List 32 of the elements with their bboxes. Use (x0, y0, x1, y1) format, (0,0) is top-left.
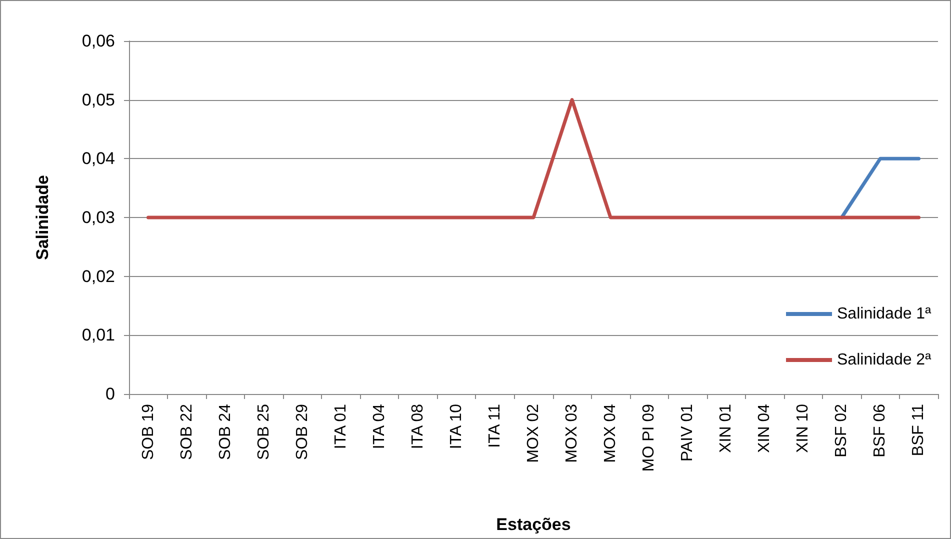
y-tick-label: 0,04 (82, 149, 115, 168)
y-tick-label: 0,01 (82, 326, 115, 345)
x-tick-label: BSF 06 (872, 404, 889, 458)
x-tick-label: BSF 11 (910, 404, 928, 456)
x-tick-label: ITA 01 (332, 404, 350, 450)
y-axis-title: Salinidade (33, 174, 52, 260)
x-tick-label: XIN 10 (794, 404, 812, 453)
x-tick-label: BSF 02 (833, 404, 850, 458)
legend-label: Salinidade 1ª (837, 306, 932, 322)
x-tick-label: ITA 11 (486, 404, 504, 448)
x-tick-label: SOB 29 (294, 404, 311, 460)
y-tick-label: 0,02 (82, 266, 115, 286)
x-tick-label: SOB 19 (140, 404, 157, 460)
x-tick-label: ITA 04 (370, 404, 388, 450)
y-tick-label: 0,06 (82, 32, 115, 50)
y-tick-label: 0,05 (82, 90, 115, 110)
x-tick-label: SOB 22 (178, 404, 196, 460)
x-tick-label: PAIV 01 (679, 404, 696, 462)
x-tick-label: SOB 25 (255, 404, 272, 460)
x-tick-label: ITA 08 (409, 404, 426, 450)
x-tick-label: XIN 04 (756, 404, 774, 453)
x-tick-label: XIN 01 (718, 404, 735, 453)
x-tick-label: MOX 03 (564, 404, 581, 463)
x-tick-label: ITA 10 (448, 404, 465, 450)
y-tick-label: 0,03 (82, 208, 115, 227)
legend-label: Salinidade 2ª (837, 352, 932, 368)
x-tick-label: MOX 04 (602, 404, 620, 463)
x-tick-label: SOB 24 (216, 404, 234, 460)
x-tick-label: MOX 02 (525, 404, 542, 463)
x-axis-title: Estações (496, 515, 571, 534)
x-tick-label: MO PI 09 (640, 404, 658, 472)
y-tick-label: 0 (106, 384, 115, 404)
